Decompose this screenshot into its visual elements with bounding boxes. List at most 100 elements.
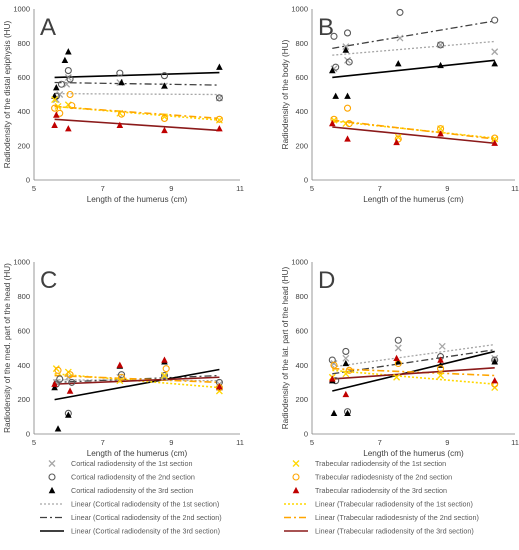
panel-a-point-trab3 xyxy=(51,121,58,128)
panel-b-x-tick-label: 5 xyxy=(310,184,314,193)
panel-a-point-cort2 xyxy=(215,94,223,102)
panel-d-point-cort3 xyxy=(491,358,498,365)
panel-c-point-trab1 xyxy=(52,365,60,373)
legend-label-trab2: Trabecular radiodesnisty of the 2nd sect… xyxy=(315,473,452,482)
panel-b-point-trab3 xyxy=(437,130,444,137)
panel-a: 0 200 400 600 800 1000 5 7 9 11 Length of the hume… xyxy=(3,5,244,204)
panel-b-x-tick-label: 9 xyxy=(445,184,449,193)
panel-c-trendline-lin2 xyxy=(54,374,220,384)
panel-b-x-tick-label: 7 xyxy=(378,184,382,193)
panel-b-x-axis-title: Length of the humerus (cm) xyxy=(363,195,464,204)
panel-a-trendline-ltrab3 xyxy=(54,118,220,132)
panel-a-point-trab2 xyxy=(66,90,74,99)
panel-d-point-cort3 xyxy=(344,409,351,417)
panel-c-point-trab2 xyxy=(66,371,74,379)
panel-c-point-trab2 xyxy=(54,366,62,374)
panel-b-point-cort2 xyxy=(343,29,352,37)
panel-a-point-cort3 xyxy=(65,48,72,55)
panel-d-trendline-lin2 xyxy=(332,349,495,375)
panel-d-trendline-lin1 xyxy=(332,343,495,368)
panel-a-trendline-lin3 xyxy=(54,71,220,79)
panel-d: 0 200 400 600 800 1000 5 7 9 11 Length of the hume… xyxy=(281,258,519,458)
panel-b-y-axis-title: Radiodensity of the body (HU) xyxy=(281,39,290,149)
panel-a-point-trab1 xyxy=(51,96,59,104)
panel-b-y-tick-label: 1000 xyxy=(291,5,308,14)
legend-label-cort2: Cortical radiodensity of the 2nd section xyxy=(71,473,195,482)
panel-b-x-tick-label: 11 xyxy=(511,184,519,193)
panel-a-point-cort3 xyxy=(61,56,69,63)
panel-a-x-tick-label: 11 xyxy=(236,184,244,193)
panel-c-point-cort2 xyxy=(56,375,64,383)
panel-b-point-cort3 xyxy=(342,46,350,53)
panel-c-point-cort2 xyxy=(160,371,169,380)
panel-a-trendline-ltrab2 xyxy=(54,105,220,120)
panel-d-point-cort3 xyxy=(342,359,350,367)
panel-c: 0 200 400 600 800 1000 5 7 9 11 Length of the hume… xyxy=(3,258,244,458)
legend-item-ltrab2: Linear (Trabecular radiodesnisty of the … xyxy=(284,513,479,522)
panel-b-point-cort3 xyxy=(344,92,351,99)
panel-b-y-tick-label: 600 xyxy=(295,73,308,82)
panel-a-trendline-ltrab1 xyxy=(54,105,220,121)
panel-d-x-tick-label: 9 xyxy=(445,438,449,447)
panel-c-trendline-ltrab2 xyxy=(54,374,220,384)
panel-b-point-trab2 xyxy=(345,120,353,128)
panel-b-point-trab3 xyxy=(491,139,498,146)
panel-a-point-cort1 xyxy=(64,73,72,81)
panel-c-y-tick-label: 400 xyxy=(17,361,30,370)
legend-swatch-cort3 xyxy=(48,486,56,494)
panel-b-point-trab3 xyxy=(329,119,336,127)
panel-a-x-tick-label: 9 xyxy=(169,184,173,193)
panel-a-x-tick-label: 7 xyxy=(101,184,105,193)
panel-d-point-trab3 xyxy=(393,354,400,362)
panel-b-point-cort2 xyxy=(345,58,353,66)
panel-c-y-tick-label: 800 xyxy=(17,292,30,301)
legend-swatch-trab3 xyxy=(292,486,300,494)
panel-d-point-trab3 xyxy=(329,375,336,382)
legend-item-ltrab3: Linear (Trabecular radiodensity of the 3… xyxy=(284,527,474,536)
panel-c-x-tick-label: 7 xyxy=(101,438,105,447)
panel-b-trendline-lin2 xyxy=(332,20,495,49)
panel-c-point-cort1 xyxy=(161,373,168,381)
panel-a-point-trab2 xyxy=(215,115,223,123)
panel-b-trendline-lin3 xyxy=(332,59,495,79)
legend-swatch-cort2 xyxy=(48,473,56,481)
panel-a-trendline-lin2 xyxy=(54,81,220,86)
legend-label-cort1: Cortical radiodensity of the 1st section xyxy=(71,459,192,468)
panel-d-x-tick-label: 7 xyxy=(378,438,382,447)
panel-d-point-trab2 xyxy=(330,361,338,369)
panel-d-trendline-ltrab1 xyxy=(332,369,495,385)
panel-a-x-tick-label: 5 xyxy=(32,184,36,193)
legend-label-ltrab1: Linear (Trabecular radiodensity of the 1… xyxy=(315,500,473,509)
panel-a-y-tick-label: 800 xyxy=(17,39,30,48)
panel-d-y-tick-label: 0 xyxy=(304,430,308,439)
panel-d-y-tick-label: 400 xyxy=(295,361,308,370)
panel-c-point-trab1 xyxy=(116,377,124,385)
panel-d-x-axis-title: Length of the humerus (cm) xyxy=(363,449,464,458)
panel-d-point-cort1 xyxy=(342,354,350,362)
panel-a-y-tick-label: 0 xyxy=(26,176,30,185)
panel-a-point-trab2 xyxy=(51,104,59,112)
panel-c-point-trab3 xyxy=(216,383,223,390)
panel-c-y-axis-title: Radiodensity of the med. part of the hea… xyxy=(3,263,12,433)
panel-b-point-cort1 xyxy=(491,48,499,56)
legend-swatch-cort1 xyxy=(48,460,56,467)
panel-b: 0 200 400 600 800 1000 5 7 9 11 Length of the hume… xyxy=(281,5,519,204)
panel-c-x-tick-label: 11 xyxy=(236,438,244,447)
panel-b-point-cort1 xyxy=(396,34,404,42)
panel-b-point-cort3 xyxy=(491,60,498,67)
panel-c-trendline-ltrab1 xyxy=(54,373,220,389)
panel-a-point-trab2 xyxy=(118,110,126,118)
panel-c-point-trab2 xyxy=(118,373,126,381)
panel-c-y-tick-label: 1000 xyxy=(13,258,30,267)
panel-d-point-cort2 xyxy=(342,347,350,355)
panel-c-trendline-lin3 xyxy=(54,368,220,401)
panel-b-point-cort1 xyxy=(344,56,351,64)
legend-item-cort1: Cortical radiodensity of the 1st section xyxy=(48,459,192,468)
panel-d-point-cort3 xyxy=(330,409,338,417)
panel-d-point-cort3 xyxy=(394,358,402,365)
panel-d-x-tick-label: 5 xyxy=(310,438,314,447)
panel-b-point-cort3 xyxy=(394,60,402,67)
panel-d-point-trab2 xyxy=(345,366,353,374)
panel-a-point-trab3 xyxy=(216,125,223,132)
